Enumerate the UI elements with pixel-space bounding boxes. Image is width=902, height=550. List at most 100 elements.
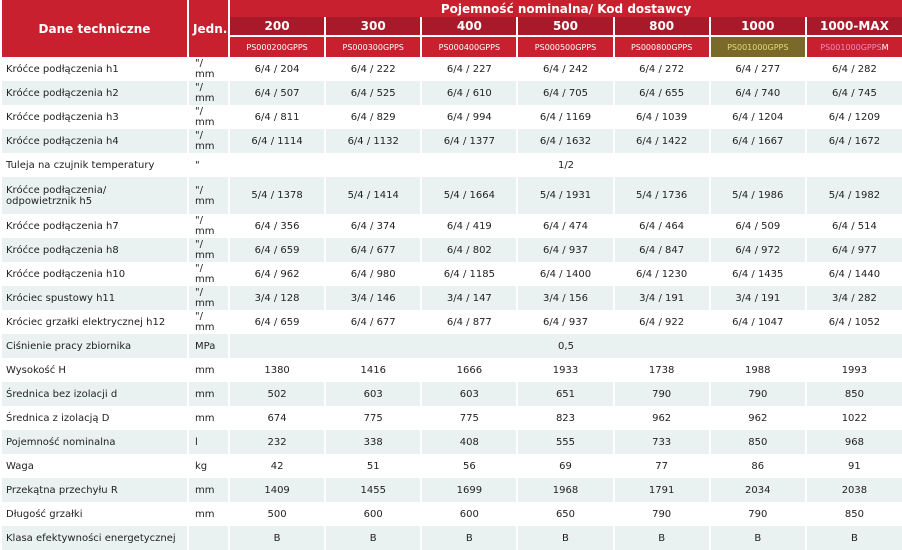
value: 6/4 / 740 bbox=[708, 81, 806, 105]
value: 674 bbox=[227, 406, 326, 430]
table-row: Ciśnienie pracy zbiornika MPa 0,5 bbox=[0, 334, 902, 358]
value: 6/4 / 811 bbox=[227, 105, 326, 129]
row-label: Waga bbox=[0, 454, 188, 478]
value: 650 bbox=[516, 502, 614, 526]
value: 6/4 / 1440 bbox=[804, 262, 902, 286]
value: 6/4 / 972 bbox=[708, 238, 806, 262]
value: 6/4 / 977 bbox=[804, 238, 902, 262]
value: 6/4 / 980 bbox=[324, 262, 422, 286]
value: 408 bbox=[420, 430, 518, 454]
value: 6/4 / 1672 bbox=[804, 129, 902, 153]
value: 850 bbox=[708, 430, 806, 454]
unit: mm bbox=[187, 478, 229, 502]
value: 5/4 / 1931 bbox=[516, 177, 614, 214]
supplier-code: PS000500GPPS bbox=[516, 35, 614, 57]
value: 5/4 / 1414 bbox=[324, 177, 422, 214]
value: 6/4 / 659 bbox=[227, 310, 326, 334]
value: 6/4 / 1052 bbox=[804, 310, 902, 334]
row-label: Króćce podłączenia/ odpowietrznik h5 bbox=[0, 177, 188, 214]
table-row: Króćce podłączenia/ odpowietrznik h5 "/ m… bbox=[0, 177, 902, 214]
row-label: Króćce podłączenia h8 bbox=[0, 238, 188, 262]
value: 500 bbox=[227, 502, 326, 526]
value: 1988 bbox=[708, 358, 806, 382]
value: 775 bbox=[420, 406, 518, 430]
value: 3/4 / 147 bbox=[420, 286, 518, 310]
value: 3/4 / 282 bbox=[804, 286, 902, 310]
value: 6/4 / 374 bbox=[324, 214, 422, 238]
capacity: 400 bbox=[420, 17, 518, 36]
value: 6/4 / 937 bbox=[516, 238, 614, 262]
row-label: Długość grzałki bbox=[0, 502, 188, 526]
unit: mm bbox=[187, 406, 229, 430]
value: 6/4 / 1230 bbox=[612, 262, 710, 286]
value: 1/2 bbox=[228, 153, 902, 177]
table-row: Króciec grzałki elektrycznej h12 "/ mm 6/4… bbox=[0, 310, 902, 334]
value: 968 bbox=[804, 430, 902, 454]
value: 56 bbox=[420, 454, 518, 478]
value: B bbox=[324, 526, 422, 550]
value: 775 bbox=[324, 406, 422, 430]
value: 555 bbox=[516, 430, 614, 454]
header-row: Dane techniczne Jedn. Pojemność nominalna/… bbox=[0, 0, 902, 57]
table-row: Średnica bez izolacji d mm 502 603 603 651 790… bbox=[0, 382, 902, 406]
table-row: Króćce podłączenia h2 "/ mm 6/4 / 507 6/4 /… bbox=[0, 81, 902, 105]
value: 1738 bbox=[612, 358, 710, 382]
table-row: Króćce podłączenia h7 "/ mm 6/4 / 356 6/4 /… bbox=[0, 214, 902, 238]
value: 6/4 / 847 bbox=[612, 238, 710, 262]
value: 6/4 / 1400 bbox=[516, 262, 614, 286]
value: 6/4 / 1209 bbox=[804, 105, 902, 129]
capacity: 500 bbox=[516, 17, 614, 36]
table-row: Waga kg 42 51 56 69 77 86 91 bbox=[0, 454, 902, 478]
value: 790 bbox=[708, 502, 806, 526]
value: 6/4 / 1632 bbox=[516, 129, 614, 153]
code-row: PS000200GPPS PS000300GPPS PS000400GPPS PS00… bbox=[1, 35, 902, 57]
value: 5/4 / 1736 bbox=[612, 177, 710, 214]
column-header: Jedn. bbox=[187, 0, 229, 57]
value: 2034 bbox=[708, 478, 806, 502]
row-label: Króćce podłączenia h4 bbox=[0, 129, 188, 153]
value: 5/4 / 1378 bbox=[227, 177, 326, 214]
value: 6/4 / 937 bbox=[516, 310, 614, 334]
value: 338 bbox=[324, 430, 422, 454]
unit: MPa bbox=[187, 334, 229, 358]
table-row: Pojemność nominalna l 232 338 408 555 733 850 96… bbox=[0, 430, 902, 454]
value: 3/4 / 156 bbox=[516, 286, 614, 310]
value: 5/4 / 1982 bbox=[804, 177, 902, 214]
value: 962 bbox=[708, 406, 806, 430]
table-body: Króćce podłączenia h1 "/ mm 6/4 / 204 6/4 /… bbox=[0, 57, 902, 550]
value: 6/4 / 1114 bbox=[227, 129, 326, 153]
value: 6/4 / 1422 bbox=[612, 129, 710, 153]
value: 6/4 / 222 bbox=[324, 57, 422, 81]
value: B bbox=[708, 526, 806, 550]
value: 6/4 / 277 bbox=[708, 57, 806, 81]
value: 6/4 / 705 bbox=[516, 81, 614, 105]
value: 86 bbox=[708, 454, 806, 478]
value: 6/4 / 514 bbox=[804, 214, 902, 238]
capacity: 800 bbox=[612, 17, 710, 36]
value: 502 bbox=[227, 382, 326, 406]
value: 3/4 / 191 bbox=[612, 286, 710, 310]
column-header: Dane techniczne bbox=[0, 0, 188, 57]
value: 850 bbox=[804, 382, 902, 406]
unit: "/ mm bbox=[187, 214, 229, 238]
unit: "/ mm bbox=[187, 238, 229, 262]
unit: mm bbox=[187, 358, 229, 382]
value: 850 bbox=[804, 502, 902, 526]
value: 1699 bbox=[420, 478, 518, 502]
value: 6/4 / 1047 bbox=[708, 310, 806, 334]
unit: "/ mm bbox=[187, 81, 229, 105]
unit: "/ mm bbox=[187, 310, 229, 334]
table-row: Króćce podłączenia h4 "/ mm 6/4 / 1114 6/4 … bbox=[0, 129, 902, 153]
value: 603 bbox=[420, 382, 518, 406]
capacity: 1000 bbox=[708, 17, 806, 36]
value: 6/4 / 474 bbox=[516, 214, 614, 238]
value: 1409 bbox=[227, 478, 326, 502]
value: 42 bbox=[227, 454, 326, 478]
row-label: Ciśnienie pracy zbiornika bbox=[0, 334, 188, 358]
value: 6/4 / 1667 bbox=[708, 129, 806, 153]
table-header: Dane techniczne Jedn. Pojemność nominalna/… bbox=[0, 0, 902, 57]
table-row: Króćce podłączenia h10 "/ mm 6/4 / 962 6/4 … bbox=[0, 262, 902, 286]
unit: "/ mm bbox=[187, 57, 229, 81]
value: 790 bbox=[708, 382, 806, 406]
value: B bbox=[227, 526, 326, 550]
